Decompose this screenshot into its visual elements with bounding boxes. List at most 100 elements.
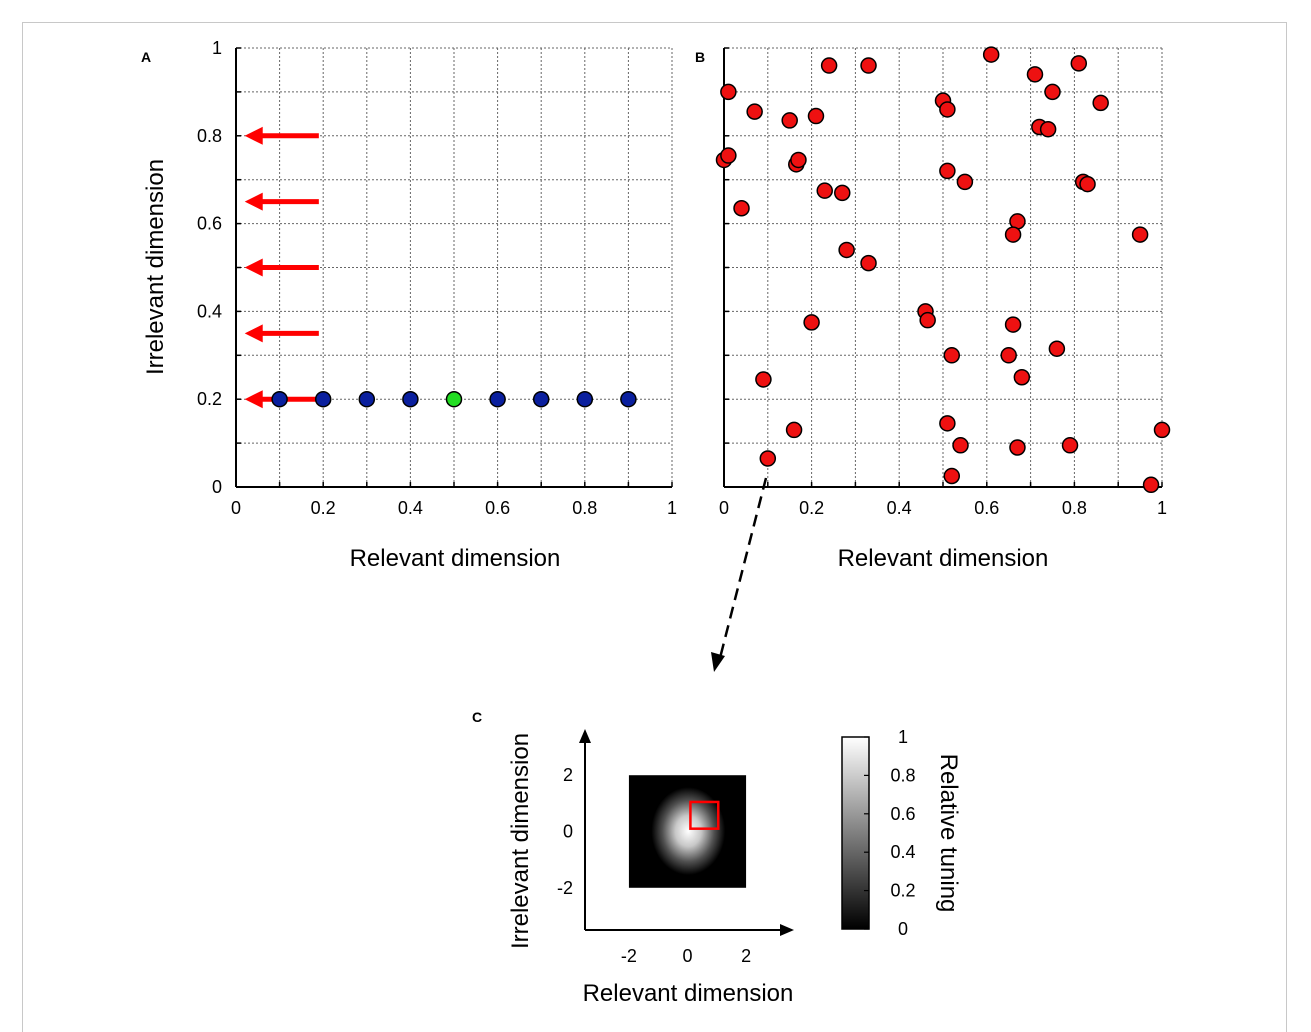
- data-point: [1079, 175, 1096, 193]
- data-point: [402, 390, 419, 408]
- colorbar-label: Relative tuning: [935, 754, 962, 913]
- data-point: [781, 112, 798, 129]
- data-point: [939, 101, 956, 118]
- colorbar-tick-label: 1: [898, 727, 908, 747]
- panel-c-ylabel: Irrelevant dimension: [507, 733, 534, 949]
- data-point: [1153, 421, 1171, 439]
- colorbar-tick-label: 0.4: [890, 842, 915, 862]
- heatmap-x-tick-label: 0: [682, 946, 692, 966]
- panel-label-b: B: [695, 49, 705, 65]
- panel-a-ylabel: Irrelevant dimension: [142, 159, 169, 375]
- figure-frame: [22, 22, 1287, 1032]
- data-point: [755, 371, 772, 388]
- heatmap-peak: [651, 787, 726, 875]
- data-point: [445, 390, 463, 408]
- data-point: [1131, 226, 1149, 243]
- red-arrow-head: [244, 258, 263, 277]
- data-point: [1142, 476, 1160, 494]
- connector-arrow: [711, 477, 768, 672]
- data-point: [1009, 439, 1026, 456]
- colorbar-tick-label: 0.6: [890, 804, 915, 824]
- data-point: [834, 184, 851, 202]
- panel-label-a: A: [141, 49, 151, 65]
- data-point: [1039, 120, 1057, 138]
- x-tick-label: 0.6: [974, 498, 999, 518]
- data-point: [271, 390, 288, 408]
- data-point: [807, 107, 825, 125]
- heatmap-y-tick-label: -2: [557, 878, 573, 898]
- data-point: [1004, 316, 1022, 333]
- x-tick-label: 0.6: [485, 498, 510, 518]
- x-tick-label: 0.2: [311, 498, 336, 518]
- x-tick-label: 0.4: [887, 498, 912, 518]
- data-point: [532, 390, 550, 408]
- data-point: [489, 390, 506, 408]
- data-point: [838, 241, 855, 259]
- data-point: [860, 57, 877, 74]
- data-point: [733, 199, 750, 217]
- data-point: [919, 311, 936, 329]
- x-tick-label: 0.8: [1062, 498, 1087, 518]
- panel-c-xlabel: Relevant dimension: [583, 980, 794, 1007]
- data-point: [1013, 369, 1031, 386]
- heatmap-y-axis-arrowhead: [579, 729, 591, 743]
- data-point: [1026, 66, 1044, 83]
- x-tick-label: 0: [719, 498, 729, 518]
- data-point: [720, 147, 737, 164]
- data-point: [1061, 437, 1079, 454]
- colorbar-tick-label: 0.8: [890, 765, 915, 785]
- colorbar-gradient: [841, 736, 870, 930]
- red-arrow-head: [244, 126, 263, 145]
- y-tick-label: 0.2: [197, 389, 222, 409]
- panel-label-c: C: [472, 709, 482, 725]
- data-point: [952, 437, 969, 454]
- colorbar-tick-label: 0.2: [890, 881, 915, 901]
- y-tick-label: 0.8: [197, 126, 222, 146]
- data-point: [314, 390, 332, 408]
- data-point: [1000, 347, 1017, 364]
- y-tick-label: 0.4: [197, 301, 222, 321]
- heatmap-y-tick-label: 0: [563, 822, 573, 842]
- y-tick-label: 1: [212, 38, 222, 58]
- data-point: [785, 421, 803, 439]
- colorbar: 1 0.8 0.6 0.4 0.2 0: [841, 727, 916, 939]
- x-tick-label: 0.4: [398, 498, 423, 518]
- heatmap-x-tick-label: -2: [621, 946, 637, 966]
- data-point: [943, 467, 961, 485]
- x-tick-label: 0: [231, 498, 241, 518]
- heatmap-x-tick-label: 2: [741, 946, 751, 966]
- data-point: [576, 390, 594, 408]
- red-arrow-head: [244, 324, 263, 343]
- data-point: [816, 182, 833, 199]
- data-point: [939, 415, 956, 432]
- panel-b-xlabel: Relevant dimension: [838, 545, 1049, 572]
- panel-a-xlabel: Relevant dimension: [350, 545, 561, 572]
- data-point: [746, 103, 763, 120]
- data-point: [956, 173, 974, 191]
- receptive-field-box: [689, 800, 720, 830]
- data-point: [982, 46, 1000, 63]
- data-point: [803, 314, 820, 331]
- x-tick-label: 1: [1157, 498, 1167, 518]
- data-point: [820, 57, 838, 74]
- data-point: [358, 390, 376, 408]
- colorbar-tick-label: 0: [898, 919, 908, 939]
- y-tick-label: 0.6: [197, 214, 222, 234]
- data-point: [1004, 226, 1022, 243]
- data-point: [1070, 55, 1088, 72]
- data-point: [860, 254, 877, 272]
- panel-c-chart: -2 0 2 2 0 -2: [557, 729, 794, 966]
- x-tick-label: 1: [667, 498, 677, 518]
- data-point: [1048, 340, 1066, 357]
- data-point: [790, 151, 807, 169]
- data-point: [720, 83, 737, 101]
- red-arrow-head: [244, 192, 263, 211]
- y-tick-label: 0: [212, 477, 222, 497]
- data-point: [759, 450, 777, 467]
- data-point: [1044, 83, 1061, 101]
- panel-a-chart: 0 0.2 0.4 0.6 0.8 1 0 0.2 0.4 0.6 0.8 1: [197, 38, 677, 518]
- data-point: [943, 347, 961, 364]
- data-point: [1092, 94, 1109, 112]
- x-tick-label: 0.8: [572, 498, 597, 518]
